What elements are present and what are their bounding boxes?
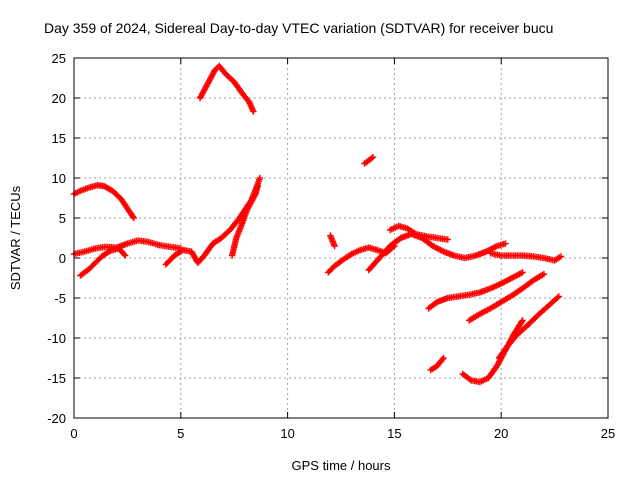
series-arc-evening-d: [386, 222, 451, 243]
data-point: [519, 269, 526, 276]
data-point: [122, 252, 129, 259]
chart-title: Day 359 of 2024, Sidereal Day-to-day VTE…: [44, 20, 553, 36]
x-tick-label: 15: [387, 426, 401, 441]
series-arc-noon-steep: [228, 182, 261, 259]
data-point: [368, 155, 375, 162]
data-point: [105, 248, 113, 255]
data-point: [557, 253, 565, 260]
y-tick-label: -20: [47, 411, 66, 426]
series-arc-morning-high: [70, 182, 138, 222]
data-point: [250, 108, 257, 115]
y-tick-label: -5: [54, 291, 66, 306]
data-point: [519, 317, 526, 324]
plot-frame: [73, 57, 609, 419]
grid-lines: [74, 58, 608, 418]
series-arc-noon: [162, 174, 264, 268]
data-point: [540, 270, 548, 278]
series-arc-evening-j: [495, 293, 563, 362]
axis-ticks: 0 5 10 15 20 25 -20 -15 -10 -5 0 5 10 15 20 25: [47, 51, 615, 441]
data-point: [444, 236, 451, 243]
y-tick-label: -15: [47, 371, 66, 386]
data-point: [130, 214, 138, 222]
y-tick-label: 20: [52, 91, 66, 106]
data-point: [331, 242, 338, 250]
series-arc-morning-rise: [77, 245, 129, 279]
y-tick-label: 10: [52, 171, 66, 186]
series-arc-evening-h: [427, 354, 447, 374]
series-arc-evening-b: [327, 232, 338, 250]
data-point: [120, 251, 128, 258]
data-point: [466, 376, 474, 383]
data-point: [411, 229, 418, 237]
y-tick-label: 15: [52, 131, 66, 146]
y-tick-label: 0: [59, 251, 66, 266]
data-points: [70, 62, 565, 386]
data-point: [369, 154, 377, 161]
series-arc-short: [361, 154, 377, 167]
series-arc-morning-low: [70, 237, 184, 258]
x-axis-label: GPS time / hours: [292, 458, 391, 473]
data-point: [555, 293, 563, 300]
x-tick-label: 20: [494, 426, 508, 441]
y-tick-label: 5: [59, 211, 66, 226]
data-point: [129, 213, 137, 220]
series-arc-evening-i: [459, 317, 526, 386]
data-point: [439, 356, 446, 363]
y-tick-label: 25: [52, 51, 66, 66]
series-arc-evening-f: [425, 269, 526, 312]
data-point: [440, 354, 447, 362]
series-arc-evening-g: [465, 270, 548, 324]
series-arc-top: [196, 62, 257, 115]
data-point: [502, 240, 509, 247]
y-tick-label: -10: [47, 331, 66, 346]
data-point: [518, 318, 525, 325]
data-point: [256, 174, 264, 182]
y-axis-label: SDTVAR / TECUs: [8, 185, 23, 290]
data-point: [254, 182, 261, 190]
data-point: [554, 294, 561, 301]
x-tick-label: 5: [177, 426, 184, 441]
x-tick-label: 0: [70, 426, 77, 441]
x-tick-label: 10: [280, 426, 294, 441]
x-tick-label: 25: [601, 426, 615, 441]
series-arc-evening-e: [487, 250, 565, 264]
